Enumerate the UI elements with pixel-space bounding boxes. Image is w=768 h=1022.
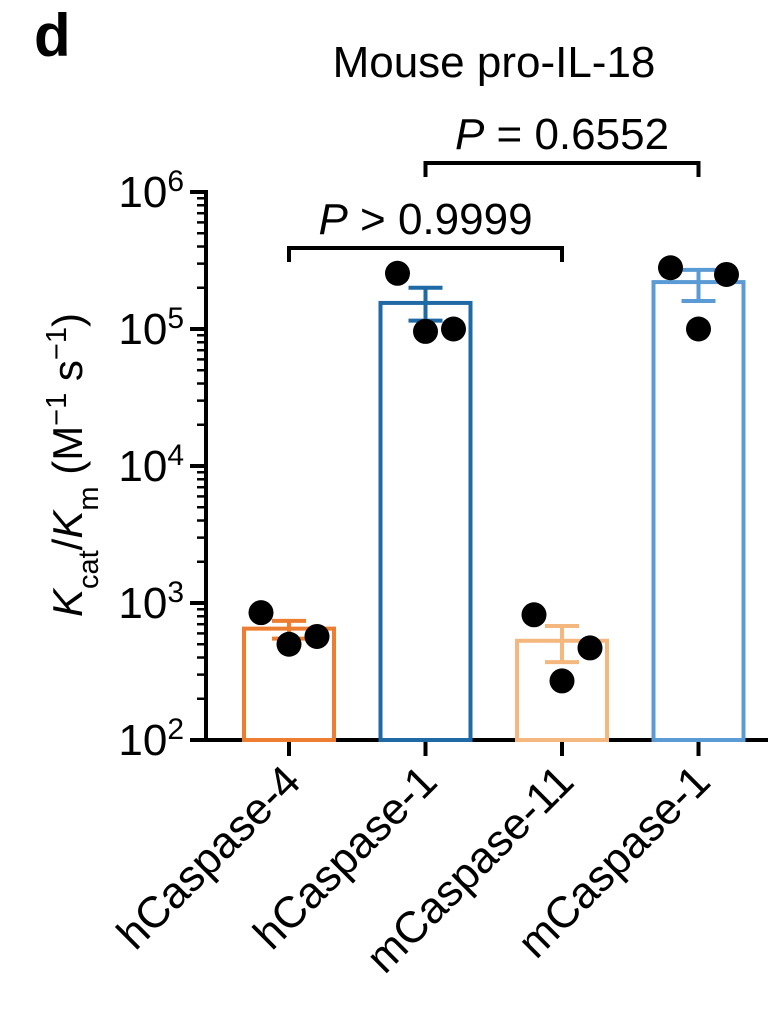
p-value-label: P > 0.9999 — [318, 195, 532, 244]
plot-area: 102103104105106hCaspase-4hCaspase-1mCasp… — [108, 110, 768, 982]
data-point — [658, 255, 683, 281]
y-tick-label-exp: 4 — [167, 439, 184, 472]
p-value-symbol: P — [455, 110, 485, 159]
data-point — [304, 623, 330, 649]
y-tick-label-exp: 6 — [167, 165, 184, 198]
data-point — [714, 261, 739, 287]
bar — [378, 300, 473, 742]
significance-bracket — [423, 161, 701, 177]
data-point — [413, 318, 438, 344]
y-axis-label-k2: K — [44, 509, 91, 539]
data-point — [248, 600, 274, 626]
y-axis-label-slash: / — [44, 538, 91, 550]
y-axis-label-units-exp2: −1 — [41, 327, 73, 360]
y-tick-label: 105 — [118, 302, 184, 355]
p-value-label: P = 0.6552 — [455, 110, 669, 159]
y-tick-label-base: 10 — [118, 579, 167, 628]
data-point — [549, 668, 575, 694]
y-axis-label-k: K — [44, 587, 91, 617]
data-point — [686, 316, 711, 342]
y-axis-label-m: m — [73, 486, 105, 510]
data-point — [577, 635, 603, 661]
chart-title: Mouse pro-IL-18 — [333, 38, 656, 87]
y-tick-label: 102 — [118, 713, 184, 766]
p-value-symbol: P — [318, 195, 348, 244]
data-point — [276, 631, 302, 657]
data-point — [441, 316, 466, 342]
panel-label: d — [34, 2, 71, 69]
data-point — [521, 602, 547, 628]
y-tick-label-base: 10 — [118, 716, 167, 765]
y-axis-label-units-exp1: −1 — [41, 393, 73, 426]
y-axis-label: Kcat/Km (M−1 s−1) — [41, 313, 105, 617]
y-tick-label-exp: 2 — [167, 713, 184, 746]
p-value-text: = 0.6552 — [484, 110, 669, 159]
p-value-text: > 0.9999 — [348, 195, 533, 244]
data-point — [385, 260, 410, 286]
y-tick-label: 103 — [118, 576, 184, 629]
y-tick-label-base: 10 — [118, 305, 167, 354]
significance-bracket — [287, 246, 564, 262]
y-tick-label-exp: 3 — [167, 576, 184, 609]
y-tick-label-base: 10 — [118, 442, 167, 491]
y-axis-label-units-close: ) — [44, 313, 91, 327]
y-tick-label: 106 — [118, 165, 184, 218]
y-axis-label-units-s: s — [44, 360, 91, 393]
y-tick-label-base: 10 — [118, 168, 167, 217]
bar — [651, 280, 746, 742]
y-axis-label-units-open: (M — [44, 426, 91, 487]
y-tick-label: 104 — [118, 439, 184, 492]
y-axis-label-cat: cat — [73, 550, 105, 589]
y-tick-label-exp: 5 — [167, 302, 184, 335]
